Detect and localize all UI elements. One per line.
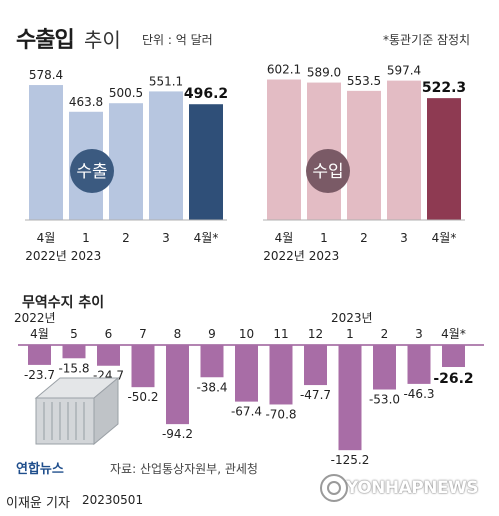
brand-logo: 연합뉴스 — [16, 462, 64, 477]
trade-bar-6 — [235, 345, 258, 402]
trade-tick-label-3: 7 — [139, 327, 147, 341]
trade-bar-3 — [131, 345, 155, 388]
import-tick-label-1-0: 1 — [320, 231, 328, 245]
export-tick-label-1-0: 1 — [82, 231, 90, 245]
import-tick-label-3-0: 3 — [400, 231, 408, 245]
trade-tick-label-0: 4월 — [30, 327, 49, 341]
trade-value-label-11: -46.3 — [403, 387, 434, 401]
export-value-label-4: 496.2 — [184, 86, 228, 102]
export-bar-4 — [189, 104, 223, 220]
import-tick-label-0-1: 2022년 — [263, 249, 305, 263]
trade-tick-label-8: 12 — [308, 327, 323, 341]
trade-bar-12 — [442, 345, 465, 368]
import-tick-label-1-1: 2023 — [309, 249, 340, 263]
byline-date: 20230501 — [82, 493, 144, 507]
watermark: YONHAPNEWS — [346, 478, 479, 498]
import-value-label-4: 522.3 — [422, 80, 466, 96]
export-value-label-2: 500.5 — [109, 86, 143, 100]
import-value-label-0: 602.1 — [267, 63, 301, 77]
import-bar-4 — [427, 98, 461, 220]
watermark-badge-icon — [320, 474, 348, 502]
trade-bar-1 — [62, 345, 86, 359]
unit-label: 단위 : 억 달러 — [142, 33, 213, 47]
trade-tick-label-11: 3 — [415, 327, 423, 341]
import-bar-2 — [347, 90, 381, 220]
trade-tick-label-2: 6 — [105, 327, 113, 341]
trade-value-label-10: -53.0 — [369, 393, 400, 407]
trade-tick-label-1: 5 — [70, 327, 78, 341]
trade-bar-5 — [200, 345, 224, 378]
byline: 이재윤 기자 — [6, 496, 70, 511]
trade-value-label-9: -125.2 — [331, 453, 370, 467]
import-bar-0 — [267, 79, 301, 220]
import-value-label-3: 597.4 — [387, 64, 421, 78]
trade-value-label-6: -67.4 — [231, 405, 262, 419]
export-chart: 578.4 4월 2022년 463.8 1 2023 500.5 2 551.1 3 496.2 4… — [25, 68, 228, 263]
year-label-2022: 2022년 — [14, 311, 56, 325]
import-badge-label: 수입 — [312, 162, 343, 182]
trade-tick-label-4: 8 — [174, 327, 182, 341]
export-tick-label-0-1: 2022년 — [25, 249, 67, 263]
trade-tick-label-9: 1 — [346, 327, 354, 341]
export-bar-0 — [29, 85, 63, 220]
trade-balance-chart: 4월-23.75-15.86-24.77-50.28-94.29-38.410-… — [18, 327, 484, 467]
trade-bar-0 — [28, 345, 51, 365]
import-badge — [306, 149, 350, 193]
export-tick-label-4-0: 4월* — [194, 231, 219, 245]
trade-bar-10 — [373, 345, 396, 390]
year-label-2023: 2023년 — [331, 311, 373, 325]
trade-bar-4 — [166, 345, 189, 425]
import-bar-3 — [387, 80, 421, 221]
export-bar-2 — [109, 103, 143, 220]
trade-value-label-3: -50.2 — [127, 390, 158, 404]
note-label: *통관기준 잠정치 — [383, 33, 471, 47]
export-badge — [70, 149, 114, 193]
export-value-label-3: 551.1 — [149, 74, 183, 88]
import-chart: 602.1 4월 2022년 589.0 1 2023 553.5 2 597.4 3 522.3 4… — [263, 63, 466, 263]
trade-tick-label-12: 4월* — [441, 327, 466, 341]
export-bar-3 — [149, 91, 183, 220]
export-tick-label-1-1: 2023 — [71, 249, 102, 263]
trade-bar-7 — [269, 345, 293, 405]
export-value-label-0: 578.4 — [29, 68, 63, 82]
trade-tick-label-7: 11 — [273, 327, 288, 341]
export-badge-label: 수출 — [76, 162, 107, 182]
trade-tick-label-6: 10 — [239, 327, 254, 341]
trade-bar-2 — [97, 345, 120, 366]
trade-balance-title: 무역수지 추이 — [22, 295, 105, 311]
chart-title-sub: 추이 — [84, 28, 121, 52]
import-tick-label-4-0: 4월* — [432, 231, 457, 245]
import-tick-label-2-0: 2 — [360, 231, 368, 245]
trade-bar-11 — [407, 345, 431, 384]
trade-bar-8 — [304, 345, 327, 386]
trade-value-label-7: -70.8 — [265, 407, 296, 421]
import-value-label-2: 553.5 — [347, 74, 381, 88]
import-tick-label-0-0: 4월 — [275, 231, 294, 245]
export-tick-label-3-0: 3 — [162, 231, 170, 245]
chart-title: 수출입 — [16, 28, 75, 53]
export-tick-label-2-0: 2 — [122, 231, 130, 245]
trade-value-label-4: -94.2 — [162, 427, 193, 441]
export-value-label-1: 463.8 — [69, 95, 103, 109]
trade-value-label-1: -15.8 — [58, 361, 89, 375]
trade-value-label-8: -47.7 — [300, 388, 331, 402]
shipping-container-icon — [34, 376, 120, 446]
trade-value-label-5: -38.4 — [196, 380, 227, 394]
export-tick-label-0-0: 4월 — [37, 231, 56, 245]
import-value-label-1: 589.0 — [307, 66, 341, 80]
trade-tick-label-5: 9 — [208, 327, 216, 341]
source-label: 자료: 산업통상자원부, 관세청 — [110, 462, 258, 476]
trade-tick-label-10: 2 — [381, 327, 389, 341]
trade-value-label-12: -26.2 — [433, 371, 473, 387]
trade-bar-9 — [338, 345, 362, 451]
trade-value-label-0: -23.7 — [24, 368, 55, 382]
